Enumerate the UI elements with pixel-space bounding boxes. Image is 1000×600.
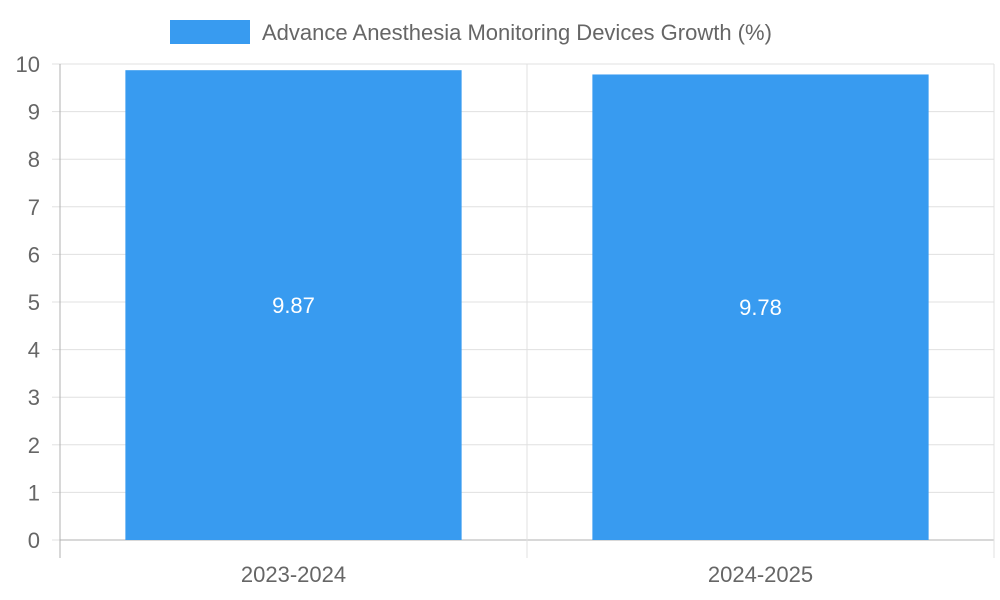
bar-2024-2025[interactable] (592, 74, 929, 541)
data-label: 9.78 (739, 295, 782, 320)
y-axis-ticks: 0 1 2 3 4 5 6 7 8 9 10 (16, 52, 40, 553)
y-tick-label: 4 (28, 338, 40, 363)
y-tick-label: 10 (16, 52, 40, 77)
y-tick-label: 1 (28, 480, 40, 505)
y-tick-label: 3 (28, 385, 40, 410)
legend[interactable]: Advance Anesthesia Monitoring Devices Gr… (170, 20, 772, 45)
y-tick-label: 8 (28, 147, 40, 172)
x-tick-label: 2023-2024 (241, 562, 346, 587)
x-axis-ticks: 2023-2024 2024-2025 (241, 562, 813, 587)
bars: 9.87 9.78 (125, 70, 929, 541)
bar-2023-2024[interactable] (125, 70, 462, 541)
y-tick-label: 9 (28, 100, 40, 125)
y-tick-label: 0 (28, 528, 40, 553)
y-tick-label: 5 (28, 290, 40, 315)
y-tick-label: 2 (28, 433, 40, 458)
x-tick-label: 2024-2025 (708, 562, 813, 587)
legend-swatch (170, 20, 250, 44)
y-tick-label: 7 (28, 195, 40, 220)
y-tick-label: 6 (28, 242, 40, 267)
legend-label: Advance Anesthesia Monitoring Devices Gr… (262, 20, 772, 45)
data-label: 9.87 (272, 293, 315, 318)
